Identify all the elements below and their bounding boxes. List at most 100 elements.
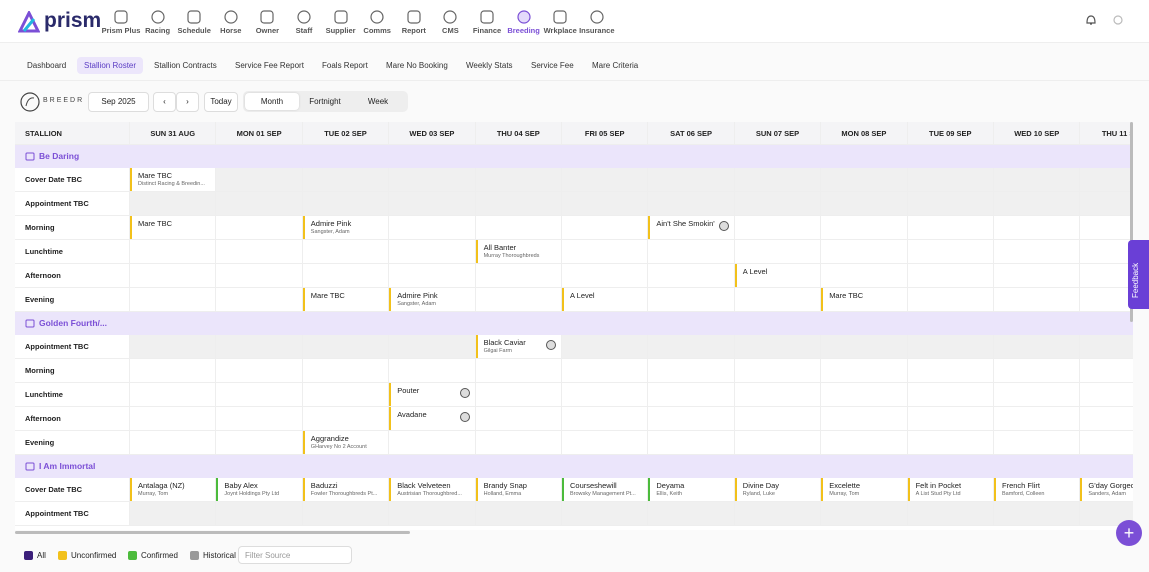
grid-cell[interactable]	[216, 431, 303, 455]
grid-cell[interactable]	[216, 240, 303, 264]
nav-item[interactable]: Owner	[242, 10, 292, 35]
grid-cell[interactable]	[562, 168, 649, 192]
grid-cell[interactable]	[130, 407, 217, 431]
grid-cell[interactable]	[475, 383, 562, 407]
grid-cell[interactable]	[994, 192, 1081, 216]
grid-cell[interactable]	[216, 264, 303, 288]
grid-cell[interactable]	[130, 359, 217, 383]
grid-cell[interactable]	[562, 407, 649, 431]
grid-cell[interactable]	[475, 264, 562, 288]
today-button[interactable]: Today	[204, 92, 238, 112]
grid-cell[interactable]	[216, 192, 303, 216]
bell-icon[interactable]	[1084, 13, 1098, 27]
grid-cell[interactable]	[216, 216, 303, 240]
grid-cell[interactable]	[216, 502, 303, 526]
legend-item[interactable]: All	[24, 550, 46, 561]
booking[interactable]: Ain't She Smokin'	[648, 216, 734, 239]
grid-cell[interactable]	[648, 335, 735, 359]
grid-cell[interactable]	[734, 335, 822, 359]
booking[interactable]: A Level	[562, 288, 648, 311]
grid-cell[interactable]	[907, 431, 994, 455]
grid-cell[interactable]	[1080, 431, 1133, 455]
grid-cell[interactable]	[1080, 335, 1133, 359]
tab[interactable]: Foals Report	[322, 61, 368, 70]
booking[interactable]: A Level	[734, 264, 821, 287]
grid-cell[interactable]	[389, 502, 476, 526]
grid-cell[interactable]	[475, 192, 562, 216]
grid-cell[interactable]	[648, 502, 735, 526]
grid-cell[interactable]	[994, 431, 1081, 455]
nav-item[interactable]: Horse	[206, 10, 256, 35]
group-name[interactable]: I Am Immortal	[39, 461, 96, 471]
grid-cell[interactable]	[216, 168, 303, 192]
tab[interactable]: Dashboard	[27, 61, 67, 70]
grid-cell[interactable]	[1080, 407, 1133, 431]
grid-cell[interactable]	[994, 383, 1081, 407]
nav-item[interactable]: Schedule	[169, 10, 219, 35]
nav-item[interactable]: Comms	[352, 10, 402, 35]
grid-cell[interactable]	[907, 383, 994, 407]
settings-icon[interactable]	[1111, 13, 1125, 27]
grid-cell[interactable]	[389, 168, 476, 192]
booking[interactable]: Aggrandize GHarvey No 2 Account	[302, 431, 389, 454]
grid-cell[interactable]	[648, 431, 735, 455]
grid-cell[interactable]	[389, 359, 476, 383]
tab[interactable]: Stallion Contracts	[154, 61, 217, 70]
grid-cell[interactable]	[216, 359, 303, 383]
grid-cell[interactable]	[562, 264, 649, 288]
booking[interactable]: Excelette Murray, Tom	[821, 478, 907, 501]
month-picker[interactable]: Sep 2025	[88, 92, 149, 112]
grid-cell[interactable]	[130, 192, 217, 216]
grid-cell[interactable]	[475, 502, 562, 526]
booking[interactable]: Mare TBC	[821, 288, 907, 311]
grid-cell[interactable]	[475, 288, 562, 312]
booking[interactable]: Felt in Pocket A List Stud Pty Ltd	[907, 478, 993, 501]
tab[interactable]: Mare No Booking	[386, 61, 448, 70]
grid-cell[interactable]	[389, 431, 476, 455]
tab[interactable]: Stallion Roster	[77, 57, 144, 74]
grid-cell[interactable]	[562, 335, 649, 359]
booking[interactable]: Mare TBC	[302, 288, 389, 311]
grid-cell[interactable]	[562, 359, 649, 383]
grid-cell[interactable]	[302, 335, 390, 359]
grid-cell[interactable]	[907, 359, 994, 383]
booking[interactable]: Admire Pink Sangster, Adam	[302, 216, 389, 239]
grid-cell[interactable]	[907, 264, 994, 288]
grid-cell[interactable]	[302, 383, 390, 407]
grid-cell[interactable]	[821, 168, 908, 192]
grid-cell[interactable]	[994, 168, 1081, 192]
grid-cell[interactable]	[216, 383, 303, 407]
grid-cell[interactable]	[130, 335, 217, 359]
nav-item[interactable]: Supplier	[316, 10, 366, 35]
grid-cell[interactable]	[734, 168, 822, 192]
grid-cell[interactable]	[475, 431, 562, 455]
grid-cell[interactable]	[734, 288, 822, 312]
grid-cell[interactable]	[994, 407, 1081, 431]
grid-cell[interactable]	[907, 168, 994, 192]
grid-cell[interactable]	[821, 192, 908, 216]
grid-cell[interactable]	[821, 335, 908, 359]
group-name[interactable]: Golden Fourth/...	[39, 318, 107, 328]
grid-cell[interactable]	[130, 288, 217, 312]
nav-item[interactable]: Breeding	[499, 10, 549, 35]
grid-cell[interactable]	[562, 216, 649, 240]
grid-cell[interactable]	[648, 407, 735, 431]
filter-source[interactable]: Filter Source	[238, 546, 352, 564]
booking[interactable]: Deyama Ellis, Keith	[648, 478, 734, 501]
h-scrollbar[interactable]	[15, 531, 410, 534]
grid-cell[interactable]	[475, 168, 562, 192]
grid-cell[interactable]	[821, 359, 908, 383]
grid-cell[interactable]	[907, 240, 994, 264]
view-option[interactable]: Month	[245, 93, 299, 110]
grid-cell[interactable]	[130, 264, 217, 288]
nav-item[interactable]: CMS	[425, 10, 475, 35]
grid-cell[interactable]	[994, 359, 1081, 383]
booking[interactable]: Black Caviar Gilgai Farm	[475, 335, 561, 358]
grid-cell[interactable]	[734, 502, 822, 526]
tab[interactable]: Mare Criteria	[592, 61, 639, 70]
booking[interactable]: Mare TBC Distinct Racing & Breedin...	[130, 168, 216, 191]
grid-cell[interactable]	[216, 335, 303, 359]
booking[interactable]: Courseshewill Browsky Management Pt...	[562, 478, 648, 501]
grid-cell[interactable]	[302, 168, 390, 192]
booking[interactable]: Mare TBC	[130, 216, 216, 239]
